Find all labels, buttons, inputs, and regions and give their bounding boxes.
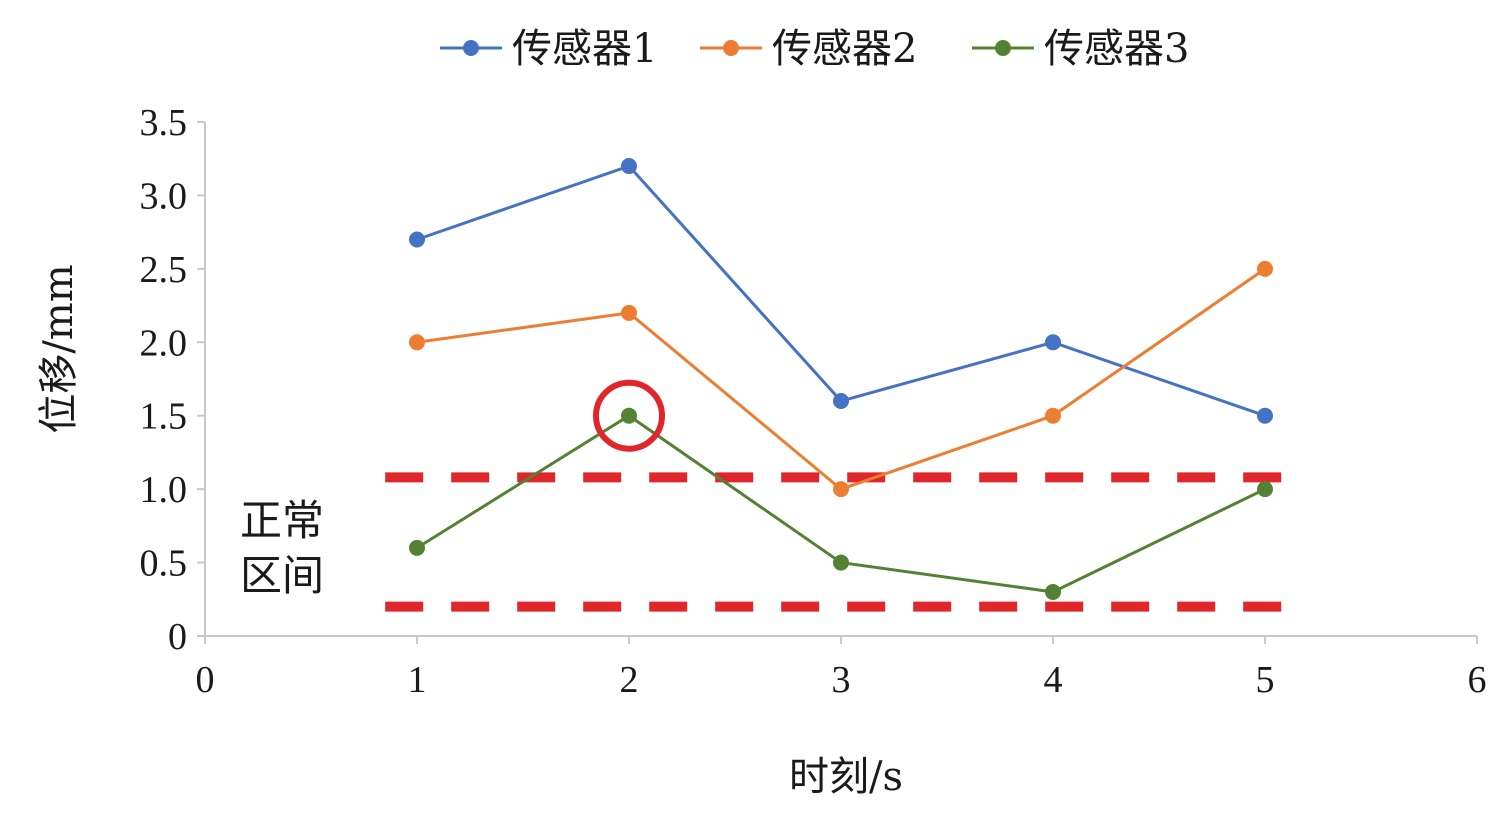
- normal-range-label-line1: 正常: [240, 496, 324, 545]
- legend-item: 传感器1: [440, 26, 657, 72]
- y-tick-label: 2.0: [140, 322, 188, 364]
- legend-label: 传感器2: [772, 26, 917, 72]
- data-point: [833, 481, 849, 498]
- x-tick-label: 3: [832, 659, 851, 701]
- legend-swatch-marker: [723, 40, 739, 56]
- x-axis-ticks: 0 1 2 3 4 5 6: [196, 636, 1487, 701]
- y-tick-label: 1.0: [140, 469, 188, 511]
- data-point: [621, 407, 637, 424]
- highlight-circle: [593, 379, 665, 452]
- data-point: [833, 393, 849, 410]
- data-point: [621, 158, 637, 175]
- legend-swatch-marker: [995, 40, 1011, 56]
- y-axis-ticks: 0 0.5 1.0 1.5 2.0 2.5 3.0 3.5: [140, 102, 205, 658]
- legend-swatch-marker: [463, 40, 479, 56]
- series-layer: [409, 158, 1273, 600]
- y-tick-label: 3.5: [140, 102, 188, 144]
- series-line: [416, 164, 1266, 418]
- data-point: [1257, 481, 1273, 498]
- legend-label: 传感器1: [512, 26, 657, 72]
- normal-range-label-line2: 区间: [240, 551, 324, 600]
- data-point: [409, 539, 425, 556]
- y-tick-label: 0: [168, 616, 187, 658]
- series-1: [409, 158, 1273, 424]
- data-point: [1045, 583, 1061, 600]
- data-point: [1045, 407, 1061, 424]
- x-tick-label: 1: [408, 659, 427, 701]
- x-tick-label: 0: [196, 659, 215, 701]
- y-tick-label: 2.5: [140, 249, 188, 291]
- series-2: [409, 260, 1273, 498]
- legend: 传感器1 传感器2 传感器3: [440, 26, 1189, 72]
- data-point: [833, 554, 849, 571]
- data-point: [621, 304, 637, 321]
- legend-item: 传感器3: [972, 26, 1189, 72]
- data-point: [1257, 260, 1273, 277]
- data-point: [409, 334, 425, 351]
- y-axis-title: 位移/mm: [36, 264, 82, 433]
- y-tick-label: 1.5: [140, 396, 188, 438]
- y-tick-label: 3.0: [140, 175, 188, 217]
- data-point: [409, 231, 425, 248]
- axes: 0 0.5 1.0 1.5 2.0 2.5 3.0 3.5 0 1 2 3 4 5 6: [140, 102, 1487, 701]
- x-axis-title: 时刻/s: [789, 754, 903, 800]
- x-tick-label: 5: [1256, 659, 1275, 701]
- series-3: [409, 407, 1273, 600]
- x-tick-label: 2: [620, 659, 639, 701]
- legend-item: 传感器2: [700, 26, 917, 72]
- normal-range-band: 正常 区间: [240, 472, 1308, 612]
- x-tick-label: 4: [1044, 659, 1063, 701]
- data-point: [1257, 407, 1273, 424]
- series-line: [416, 267, 1266, 491]
- legend-label: 传感器3: [1044, 26, 1189, 72]
- y-tick-label: 0.5: [140, 543, 188, 585]
- x-tick-label: 6: [1468, 659, 1487, 701]
- data-point: [1045, 334, 1061, 351]
